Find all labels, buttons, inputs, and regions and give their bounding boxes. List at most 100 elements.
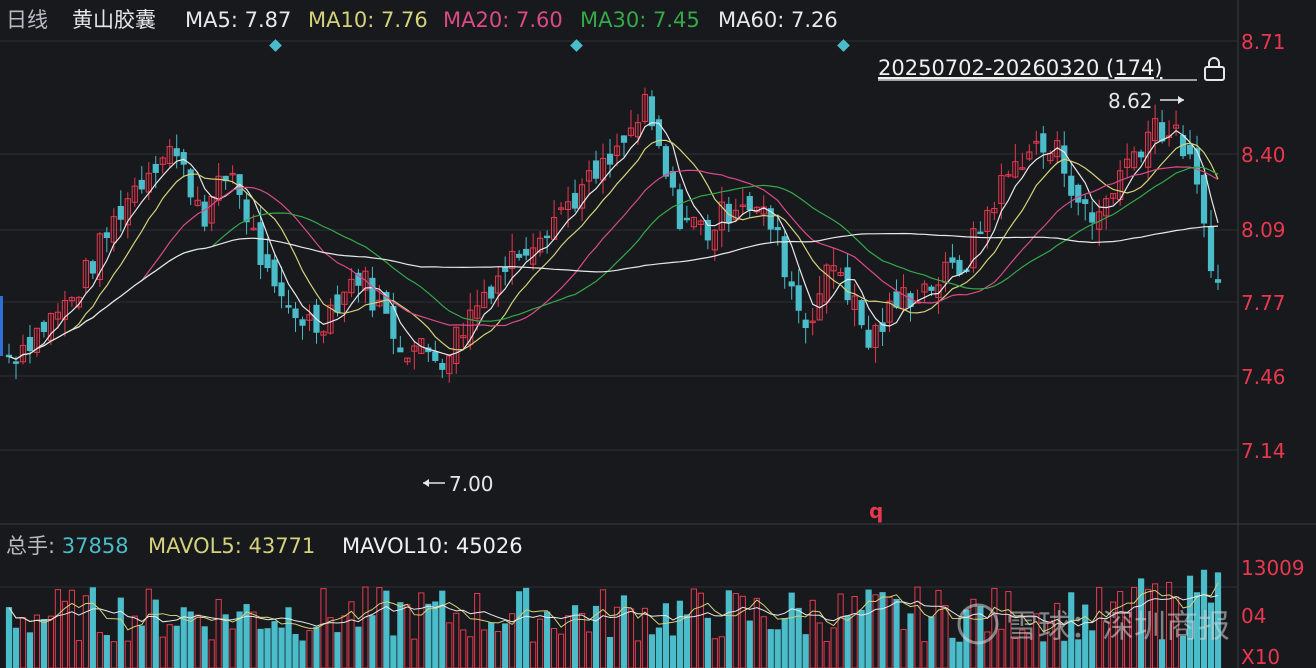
candle-body[interactable] — [697, 220, 704, 225]
volume-bar[interactable] — [299, 640, 306, 668]
volume-bar[interactable] — [1040, 641, 1047, 668]
volume-bar[interactable] — [502, 623, 509, 668]
volume-bar[interactable] — [781, 618, 788, 668]
volume-bar[interactable] — [886, 596, 893, 668]
volume-bar[interactable] — [292, 634, 299, 668]
candle-body[interactable] — [250, 227, 257, 231]
candle-body[interactable] — [788, 281, 795, 287]
candle-body[interactable] — [320, 331, 327, 336]
candle-body[interactable] — [117, 206, 124, 220]
volume-bar[interactable] — [662, 603, 670, 668]
candle-body[interactable] — [893, 291, 900, 308]
volume-bar[interactable] — [348, 601, 355, 668]
volume-bar[interactable] — [893, 598, 900, 668]
candle-body[interactable] — [1124, 158, 1131, 168]
volume-bar[interactable] — [851, 596, 858, 668]
candle-body[interactable] — [683, 217, 690, 221]
volume-bar[interactable] — [488, 622, 495, 668]
volume-bar[interactable] — [124, 640, 131, 668]
volume-bar[interactable] — [627, 608, 635, 668]
candle-body[interactable] — [1019, 167, 1026, 170]
volume-bar[interactable] — [355, 626, 362, 668]
candle-body[interactable] — [453, 326, 460, 365]
volume-bar[interactable] — [222, 614, 229, 668]
volume-bar[interactable] — [467, 636, 474, 668]
volume-bar[interactable] — [942, 605, 949, 668]
candle-body[interactable] — [138, 179, 145, 190]
volume-bar[interactable] — [921, 641, 928, 668]
volume-bar[interactable] — [592, 605, 600, 668]
candle-body[interactable] — [12, 361, 20, 364]
candle-body[interactable] — [110, 216, 117, 243]
candle-body[interactable] — [124, 198, 131, 226]
candle-body[interactable] — [306, 314, 313, 321]
volume-bar[interactable] — [1158, 639, 1166, 668]
volume-bar[interactable] — [690, 588, 697, 668]
candle-body[interactable] — [1200, 174, 1208, 224]
candle-body[interactable] — [606, 153, 614, 165]
volume-bar[interactable] — [131, 615, 138, 668]
volume-bar[interactable] — [858, 609, 865, 668]
candle-body[interactable] — [474, 305, 481, 319]
volume-bar[interactable] — [173, 625, 180, 668]
candle-body[interactable] — [781, 236, 788, 278]
candle-body[interactable] — [383, 292, 390, 314]
candle-body[interactable] — [19, 344, 27, 363]
volume-bar[interactable] — [802, 634, 809, 668]
volume-bar[interactable] — [844, 615, 851, 668]
candle-body[interactable] — [970, 228, 977, 269]
candle-body[interactable] — [33, 327, 41, 353]
candle-body[interactable] — [1186, 144, 1194, 155]
volume-bar[interactable] — [725, 590, 732, 668]
volume-bar[interactable] — [61, 600, 69, 668]
volume-bar[interactable] — [285, 607, 292, 668]
candle-body[interactable] — [1089, 212, 1096, 223]
volume-bar[interactable] — [984, 631, 991, 668]
candle-body[interactable] — [481, 291, 488, 309]
candle-body[interactable] — [802, 319, 809, 329]
volume-bar[interactable] — [1033, 613, 1040, 668]
volume-bar[interactable] — [103, 635, 110, 668]
candle-body[interactable] — [82, 259, 89, 289]
volume-bar[interactable] — [411, 638, 418, 668]
candle-body[interactable] — [201, 201, 208, 227]
candle-body[interactable] — [774, 227, 781, 231]
volume-bar[interactable] — [278, 627, 285, 668]
volume-bar[interactable] — [1047, 622, 1054, 668]
volume-bar[interactable] — [194, 614, 201, 668]
candle-body[interactable] — [180, 152, 187, 165]
candle-body[interactable] — [648, 96, 656, 127]
candle-body[interactable] — [767, 208, 774, 230]
candle-body[interactable] — [1054, 140, 1061, 158]
volume-bar[interactable] — [306, 630, 313, 668]
volume-bar[interactable] — [509, 613, 516, 668]
candle-body[interactable] — [348, 278, 355, 294]
volume-bar[interactable] — [516, 591, 523, 668]
candle-body[interactable] — [334, 294, 341, 313]
volume-bar[interactable] — [54, 589, 62, 668]
volume-bar[interactable] — [89, 587, 96, 668]
volume-bar[interactable] — [369, 615, 376, 668]
volume-bar[interactable] — [166, 624, 173, 668]
candle-body[interactable] — [278, 282, 285, 297]
volume-bar[interactable] — [879, 592, 886, 668]
candle-body[interactable] — [704, 219, 711, 241]
candle-body[interactable] — [1138, 151, 1145, 158]
volume-bar[interactable] — [809, 599, 816, 668]
volume-bar[interactable] — [788, 592, 795, 668]
candle-body[interactable] — [285, 305, 292, 308]
candle-body[interactable] — [718, 201, 725, 231]
candle-body[interactable] — [1172, 124, 1180, 129]
candle-body[interactable] — [327, 304, 334, 334]
candle-body[interactable] — [460, 335, 467, 339]
volume-bar[interactable] — [33, 614, 41, 668]
volume-bar[interactable] — [585, 631, 593, 668]
volume-bar[interactable] — [704, 617, 711, 668]
candle-body[interactable] — [488, 286, 495, 299]
volume-bar[interactable] — [47, 615, 55, 668]
candle-body[interactable] — [1082, 199, 1089, 204]
volume-bar[interactable] — [390, 635, 397, 668]
volume-bar[interactable] — [397, 602, 404, 668]
candle-body[interactable] — [1158, 122, 1166, 142]
